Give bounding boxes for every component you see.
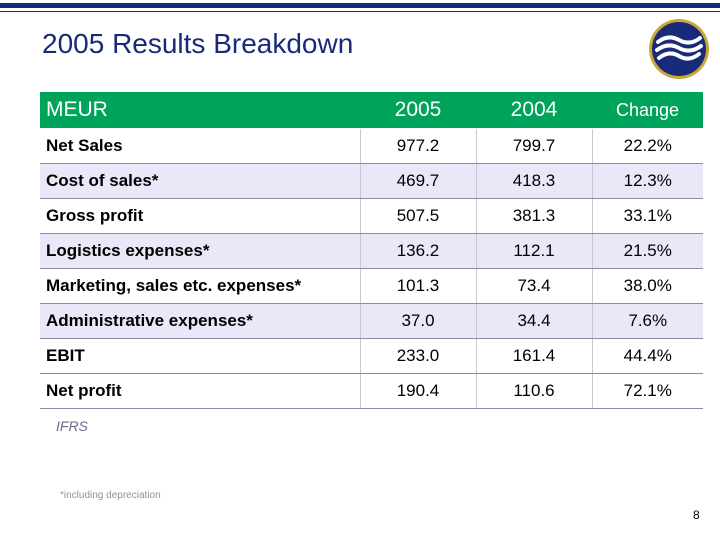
table-row: Gross profit 507.5 381.3 33.1% xyxy=(40,198,703,234)
value-2005: 233.0 xyxy=(360,338,477,374)
footnote: *including depreciation xyxy=(60,490,161,501)
header-2004: 2004 xyxy=(476,92,592,129)
value-2005: 507.5 xyxy=(360,198,477,234)
value-change: 33.1% xyxy=(592,198,703,234)
value-2005: 37.0 xyxy=(360,303,477,339)
table-row: EBIT 233.0 161.4 44.4% xyxy=(40,338,703,374)
value-2005: 101.3 xyxy=(360,268,477,304)
value-2004: 381.3 xyxy=(476,198,593,234)
top-rule-thin xyxy=(0,11,720,12)
value-2005: 469.7 xyxy=(360,163,477,199)
value-change: 72.1% xyxy=(592,373,703,409)
table-row: Net profit 190.4 110.6 72.1% xyxy=(40,373,703,409)
header-2005: 2005 xyxy=(360,92,476,129)
value-2004: 799.7 xyxy=(476,128,593,164)
ifrs-note: IFRS xyxy=(56,418,88,434)
value-change: 22.2% xyxy=(592,128,703,164)
value-2004: 112.1 xyxy=(476,233,593,269)
value-2004: 161.4 xyxy=(476,338,593,374)
value-2004: 73.4 xyxy=(476,268,593,304)
table-row: Net Sales 977.2 799.7 22.2% xyxy=(40,128,703,164)
value-2004: 110.6 xyxy=(476,373,593,409)
row-label: Administrative expenses* xyxy=(40,303,361,339)
value-2005: 977.2 xyxy=(360,128,477,164)
slide-title: 2005 Results Breakdown xyxy=(42,28,354,59)
page-number: 8 xyxy=(693,508,700,522)
row-label: Logistics expenses* xyxy=(40,233,361,269)
table-row: Marketing, sales etc. expenses* 101.3 73… xyxy=(40,268,703,304)
value-change: 7.6% xyxy=(592,303,703,339)
header-meur: MEUR xyxy=(40,92,360,129)
table-row: Cost of sales* 469.7 418.3 12.3% xyxy=(40,163,703,199)
results-table: MEUR 2005 2004 Change Net Sales 977.2 79… xyxy=(40,92,703,409)
value-2005: 136.2 xyxy=(360,233,477,269)
row-label: Gross profit xyxy=(40,198,361,234)
value-2004: 418.3 xyxy=(476,163,593,199)
row-label: Cost of sales* xyxy=(40,163,361,199)
row-label: Net profit xyxy=(40,373,361,409)
row-label: EBIT xyxy=(40,338,361,374)
value-change: 38.0% xyxy=(592,268,703,304)
value-change: 21.5% xyxy=(592,233,703,269)
header-change: Change xyxy=(592,92,703,129)
value-change: 12.3% xyxy=(592,163,703,199)
value-2004: 34.4 xyxy=(476,303,593,339)
table-header-row: MEUR 2005 2004 Change xyxy=(40,92,703,129)
value-change: 44.4% xyxy=(592,338,703,374)
table-row: Administrative expenses* 37.0 34.4 7.6% xyxy=(40,303,703,339)
value-2005: 190.4 xyxy=(360,373,477,409)
row-label: Net Sales xyxy=(40,128,361,164)
top-rule-thick xyxy=(0,3,720,8)
row-label: Marketing, sales etc. expenses* xyxy=(40,268,361,304)
table-row: Logistics expenses* 136.2 112.1 21.5% xyxy=(40,233,703,269)
wave-logo-icon xyxy=(649,19,709,79)
